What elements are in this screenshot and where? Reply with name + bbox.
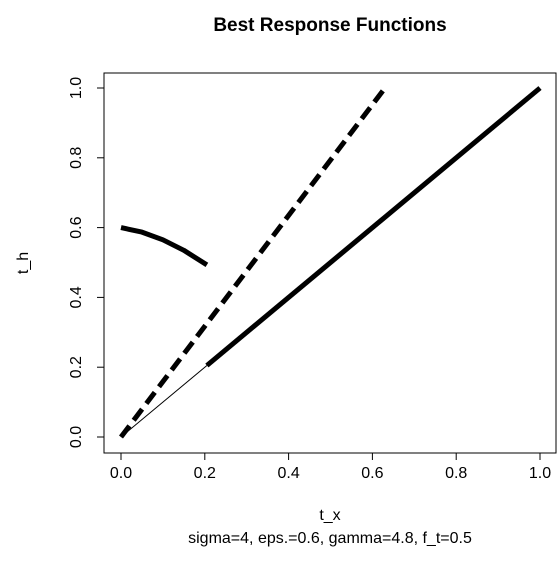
y-tick-label: 0.8 (68, 147, 85, 169)
y-tick-label: 0.6 (68, 216, 85, 238)
y-tick-label: 0.2 (68, 356, 85, 378)
y-tick-label: 0.0 (68, 426, 85, 448)
series-line-2 (205, 86, 542, 368)
x-tick-label: 0.6 (361, 465, 383, 482)
y-axis-ticks: 0.0 0.2 0.4 0.6 0.8 1.0 (68, 77, 104, 448)
x-tick-label: 0.4 (277, 465, 299, 482)
x-tick-label: 0.8 (445, 465, 467, 482)
series-layer (119, 86, 542, 439)
x-axis-label: t_x (319, 507, 340, 524)
y-axis-label: t_h (15, 252, 32, 274)
y-tick-label: 0.4 (68, 286, 85, 308)
series-line-3 (120, 225, 209, 268)
chart-title: Best Response Functions (213, 15, 446, 36)
series-line-1 (120, 365, 208, 438)
x-tick-label: 1.0 (529, 465, 551, 482)
x-tick-label: 0.2 (194, 465, 216, 482)
x-tick-label: 0.0 (110, 465, 132, 482)
chart-caption: sigma=4, eps.=0.6, gamma=4.8, f_t=0.5 (188, 530, 472, 547)
y-tick-label: 1.0 (68, 77, 85, 99)
series-line-4 (119, 86, 387, 439)
x-axis-ticks: 0.0 0.2 0.4 0.6 0.8 1.0 (110, 453, 551, 482)
